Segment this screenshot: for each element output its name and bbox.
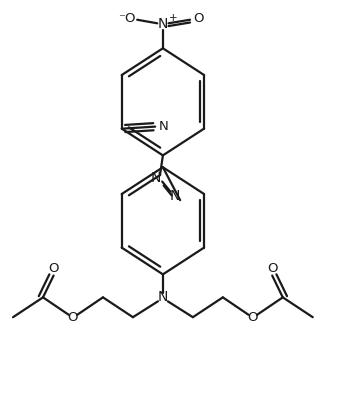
- Text: N: N: [151, 172, 161, 185]
- Text: +: +: [169, 13, 177, 23]
- Text: N: N: [170, 189, 181, 203]
- Text: O: O: [247, 311, 258, 324]
- Text: N: N: [158, 18, 168, 31]
- Text: O: O: [68, 311, 78, 324]
- Text: O: O: [267, 262, 278, 275]
- Text: N: N: [158, 120, 168, 133]
- Text: O: O: [48, 262, 59, 275]
- Text: O: O: [193, 12, 204, 25]
- Text: ⁻O: ⁻O: [119, 12, 136, 25]
- Text: N: N: [158, 291, 168, 304]
